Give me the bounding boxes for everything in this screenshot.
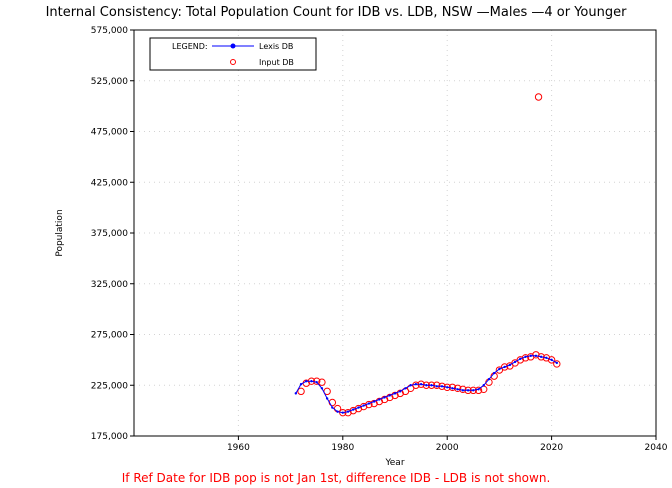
y-axis-label: Population — [55, 209, 65, 256]
lexis-db-point — [378, 398, 381, 401]
lexis-db-point — [451, 387, 454, 390]
lexis-db-point — [529, 354, 532, 358]
x-tick-label: 1960 — [227, 443, 250, 453]
lexis-db-point — [357, 406, 360, 409]
lexis-db-point — [498, 367, 501, 371]
lexis-db-point — [430, 384, 433, 387]
lexis-db-point — [404, 387, 407, 390]
input-db-point — [328, 398, 337, 407]
lexis-db-point — [435, 385, 438, 388]
x-tick-label: 2020 — [540, 443, 563, 453]
lexis-db-point — [294, 392, 298, 395]
lexis-db-point — [466, 389, 470, 392]
lexis-db-point — [550, 358, 553, 362]
legend-lexis-label: Lexis DB — [259, 42, 293, 51]
input-db-point — [553, 360, 561, 368]
lexis-db-point — [414, 383, 418, 386]
grid — [134, 30, 656, 436]
lexis-db-point — [305, 379, 308, 383]
input-db-point — [297, 387, 305, 396]
input-db-point — [318, 378, 326, 386]
lexis-db-point — [555, 361, 559, 365]
lexis-db-point — [399, 390, 402, 393]
lexis-db-point — [388, 394, 391, 397]
lexis-db-point — [372, 400, 376, 403]
lexis-db-point — [534, 354, 538, 358]
lexis-db-point — [539, 355, 543, 359]
input-db-point — [339, 408, 347, 417]
x-axis: 1960 1980 2000 2020 2040 — [227, 436, 668, 453]
lexis-db-point — [299, 383, 303, 386]
input-db-point — [500, 363, 509, 371]
legend-lexis-marker — [230, 43, 236, 49]
lexis-db-point — [336, 410, 339, 413]
input-db-point — [547, 356, 556, 364]
legend: LEGEND: Lexis DB Input DB — [149, 37, 317, 71]
input-db-point — [537, 353, 545, 361]
lexis-db-point — [524, 355, 527, 359]
lexis-db-point — [482, 384, 485, 387]
series-layer — [294, 93, 561, 417]
footnote: If Ref Date for IDB pop is not Jan 1st, … — [122, 471, 551, 485]
lexis-db-point — [503, 365, 506, 369]
legend-title: LEGEND: — [172, 42, 208, 51]
lexis-db-point — [383, 396, 386, 399]
legend-input-marker — [230, 59, 236, 65]
lexis-db-point — [315, 381, 318, 384]
lexis-db-point — [545, 356, 548, 360]
x-tick-label: 1980 — [331, 443, 354, 453]
lexis-db-point — [409, 384, 412, 387]
y-tick-label: 225,000 — [91, 381, 128, 391]
y-tick-label: 425,000 — [91, 178, 128, 188]
y-tick-label: 325,000 — [91, 280, 128, 290]
x-tick-label: 2000 — [436, 443, 459, 453]
chart-title: Internal Consistency: Total Population C… — [46, 5, 628, 20]
y-tick-label: 375,000 — [91, 229, 128, 239]
y-tick-label: 575,000 — [91, 26, 128, 36]
lexis-db-point — [367, 402, 371, 405]
lexis-db-point — [492, 371, 496, 375]
lexis-db-point — [362, 404, 365, 407]
y-tick-label: 275,000 — [91, 331, 128, 341]
y-axis: 175,000 225,000 275,000 325,000 375,000 425,0… — [91, 26, 134, 442]
lexis-db-point — [352, 408, 355, 411]
lexis-db-point — [472, 389, 475, 392]
lexis-db-point — [446, 386, 449, 389]
x-axis-label: Year — [384, 458, 404, 468]
y-tick-label: 525,000 — [91, 77, 128, 87]
lexis-db-point — [461, 389, 465, 392]
lexis-db-point — [419, 383, 423, 386]
y-tick-label: 475,000 — [91, 128, 128, 138]
lexis-db-point — [331, 406, 334, 409]
lexis-db-point — [508, 363, 512, 367]
lexis-db-point — [346, 410, 350, 413]
legend-input-label: Input DB — [259, 58, 294, 67]
lexis-db-point — [477, 388, 480, 391]
lexis-db-point — [487, 377, 491, 381]
lexis-db-point — [513, 360, 517, 364]
lexis-db-point — [310, 379, 313, 383]
lexis-db-point — [325, 397, 329, 400]
lexis-db-point — [456, 388, 459, 391]
lexis-db-point — [320, 387, 324, 390]
lexis-db-point — [519, 357, 522, 361]
lexis-db-point — [341, 411, 344, 414]
y-tick-label: 175,000 — [91, 432, 128, 442]
lexis-db-point — [440, 385, 444, 388]
x-tick-label: 2040 — [645, 443, 668, 453]
input-db-point — [443, 383, 451, 391]
input-db-point — [534, 93, 543, 101]
lexis-db-point — [393, 392, 397, 395]
lexis-db-point — [425, 384, 428, 387]
